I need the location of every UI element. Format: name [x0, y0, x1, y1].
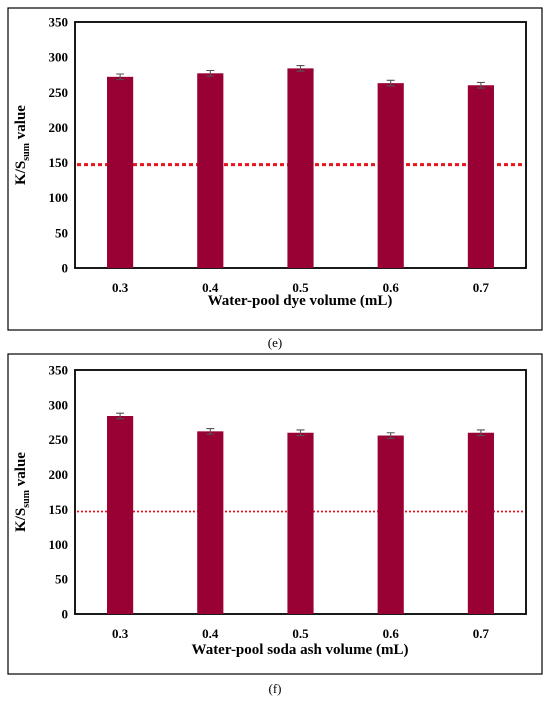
panel-f-bar [107, 416, 134, 614]
panel-e-label: (e) [268, 335, 282, 350]
panel-e-x-tick-label: 0.4 [202, 280, 219, 295]
panel-e-y-axis-title-tail: value [13, 105, 29, 143]
panel-e-y-ticks: 0 50 100 150 200 250 300 350 [49, 15, 69, 276]
panel-e-x-tick-label: 0.5 [292, 280, 309, 295]
panel-e-y-axis-title: K/Ssum value [13, 105, 32, 185]
panel-f-x-tick-label: 0.4 [202, 626, 219, 641]
panel-e-y-axis-title-sub: sum [21, 142, 32, 160]
panel-e-frame [7, 7, 543, 331]
panel-f-error-bar [476, 429, 485, 437]
panel-f-y-tick-label: 100 [49, 537, 69, 552]
panel-f-y-tick-label: 250 [49, 432, 69, 447]
panel-f-error-bar [296, 429, 305, 437]
panel-f-y-tick-label: 0 [62, 607, 69, 622]
panel-f-error-bar [206, 428, 215, 435]
panel-f-frame [7, 353, 543, 675]
panel-e-x-tick-label: 0.7 [473, 280, 490, 295]
panel-f-x-tick-label: 0.6 [383, 626, 400, 641]
panel-e-bar [197, 73, 224, 269]
panel-f-x-ticks: 0.3 0.4 0.5 0.6 0.7 [112, 626, 490, 641]
panel-e-error-bar [476, 81, 485, 89]
panel-f-x-tick-label: 0.3 [112, 626, 129, 641]
panel-e-y-tick-label: 350 [49, 15, 69, 30]
panel-e-error-bar [116, 73, 125, 81]
panel-e-y-axis-title-main: K/S [13, 161, 29, 185]
panel-f-x-tick-label: 0.7 [473, 626, 490, 641]
panel-e: 0 50 100 150 200 250 300 350 0.3 0.4 0.5 0.6 0.7 Wa… [7, 7, 543, 331]
panel-f-y-tick-label: 200 [49, 467, 69, 482]
panel-e-y-tick-label: 100 [49, 190, 69, 205]
panel-f-bar [377, 435, 404, 614]
panel-e-bars [107, 65, 494, 269]
panel-f-error-bar [386, 432, 395, 439]
panel-e-bar [107, 76, 134, 268]
panel-f-x-tick-label: 0.5 [292, 626, 309, 641]
panel-e-bar [467, 85, 494, 268]
panel-e-y-tick-label: 150 [49, 155, 69, 170]
panel-f-y-axis-title-main: K/S [13, 508, 29, 532]
panel-f-y-tick-label: 50 [55, 572, 68, 587]
panel-e-error-bar [386, 79, 395, 87]
panel-e-y-tick-label: 0 [62, 261, 69, 276]
panel-f-x-axis-title: Water-pool soda ash volume (mL) [192, 642, 409, 658]
panel-f-label: (f) [269, 681, 282, 696]
panel-f-y-ticks: 0 50 100 150 200 250 300 350 [49, 363, 69, 622]
panel-e-error-bar [296, 65, 305, 72]
panel-e-bar [287, 68, 314, 268]
panel-f-bar [467, 432, 494, 614]
panel-f-y-tick-label: 350 [49, 363, 69, 378]
panel-f-y-axis-title-sub: sum [21, 489, 32, 507]
panel-e-x-ticks: 0.3 0.4 0.5 0.6 0.7 [112, 280, 490, 295]
panel-e-x-tick-label: 0.3 [112, 280, 129, 295]
panel-e-x-tick-label: 0.6 [383, 280, 400, 295]
panel-f: 0 50 100 150 200 250 300 350 0.3 0.4 0.5 0.6 0.7 Wa… [7, 353, 543, 675]
panel-e-x-axis-title: Water-pool dye volume (mL) [208, 293, 393, 309]
panel-f-bar [197, 431, 224, 614]
panel-f-y-axis-title-tail: value [13, 452, 29, 490]
panel-e-y-tick-label: 250 [49, 85, 69, 100]
panel-e-y-tick-label: 50 [55, 225, 68, 240]
panel-f-y-axis-title: K/Ssum value [13, 452, 32, 532]
panel-e-bar [377, 83, 404, 268]
panel-e-error-bar [206, 69, 215, 77]
panel-f-error-bar [116, 412, 125, 420]
panel-f-y-tick-label: 300 [49, 397, 69, 412]
panel-e-y-tick-label: 200 [49, 120, 69, 135]
panel-f-bar [287, 432, 314, 614]
panel-e-y-tick-label: 300 [49, 50, 69, 65]
panel-f-bars [107, 412, 494, 614]
panel-f-y-tick-label: 150 [49, 502, 69, 517]
